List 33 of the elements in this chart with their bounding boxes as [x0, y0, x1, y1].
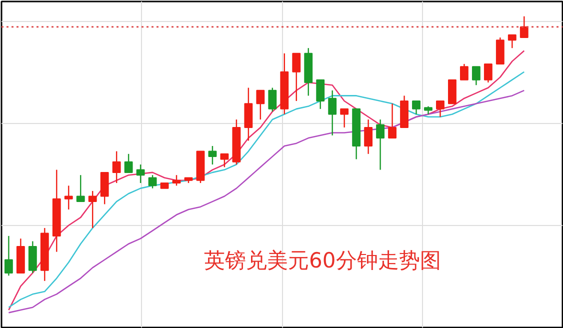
candlestick: [472, 66, 480, 86]
candlestick: [508, 34, 516, 49]
text: 英镑兑美元60分钟走势图: [204, 248, 441, 272]
candlestick: [364, 118, 373, 155]
candlestick: [520, 16, 528, 38]
candlestick: [148, 174, 157, 189]
candlestick: [460, 63, 468, 80]
candlestick: [4, 235, 13, 276]
candlestick: [496, 36, 504, 65]
candlestick: [124, 153, 133, 174]
candlestick: [328, 90, 337, 136]
candlestick: [484, 63, 492, 84]
candlestick: [436, 100, 444, 118]
candlestick: [208, 145, 217, 166]
candlestick: [64, 185, 73, 210]
candlestick: [28, 240, 37, 274]
candlestick: [316, 79, 325, 110]
candlestick: [412, 100, 420, 115]
candlestick: [100, 172, 109, 205]
candlestick: [88, 190, 97, 229]
candlestick: [172, 174, 181, 186]
candlestick: [76, 174, 85, 202]
candlestick: [256, 90, 265, 120]
candlestick: [376, 118, 385, 170]
candlestick: [292, 52, 301, 102]
candlestick: [268, 87, 277, 112]
candlestick: [220, 153, 229, 168]
candlestick: [340, 108, 349, 128]
candlestick: [112, 150, 121, 184]
candlestick: [136, 164, 145, 184]
candlestick: [388, 103, 396, 139]
candlestick: [244, 87, 253, 142]
candlestick: [448, 79, 456, 104]
